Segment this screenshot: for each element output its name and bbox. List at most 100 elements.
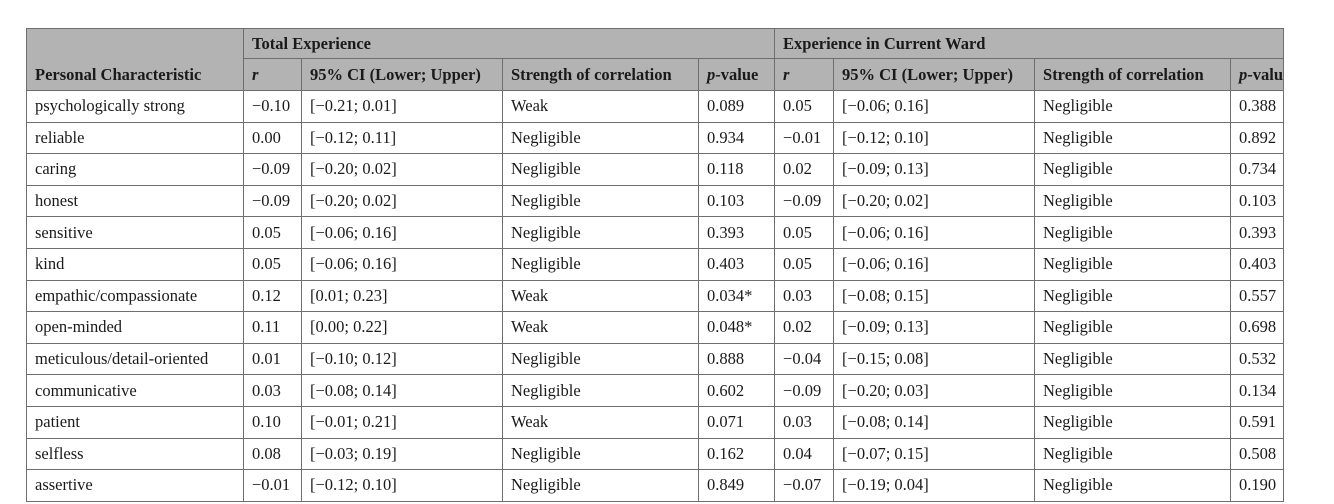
cell-total-r: 0.00 (243, 121, 302, 155)
cell-current-ci: [−0.15; 0.08] (833, 342, 1036, 376)
cell-current-ci: [−0.19; 0.04] (833, 469, 1036, 502)
cell-current-r: 0.02 (774, 311, 835, 344)
table-row: open-minded 0.11 [0.00; 0.22] Weak 0.048* 0.0… (26, 311, 1285, 344)
cell-current-strength: Negligible (1034, 153, 1232, 186)
cell-current-p-value: 0.734 (1230, 153, 1285, 186)
cell-current-ci: [−0.06; 0.16] (833, 216, 1036, 249)
cell-total-ci: [−0.12; 0.10] (301, 469, 503, 502)
col-header-current-r: r (774, 58, 835, 91)
cell-current-strength: Negligible (1034, 90, 1232, 123)
cell-total-strength: Negligible (502, 121, 699, 155)
cell-total-strength: Negligible (502, 374, 699, 407)
cell-total-ci: [−0.08; 0.14] (301, 374, 503, 407)
cell-total-strength: Negligible (502, 342, 699, 376)
cell-total-p-value: 0.071 (697, 405, 776, 439)
cell-total-p-value: 0.048* (697, 311, 776, 344)
col-header-total-ci: 95% CI (Lower; Upper) (301, 58, 503, 91)
table-row: reliable 0.00 [−0.12; 0.11] Negligible 0.934… (26, 121, 1285, 155)
col-header-total-strength: Strength of correlation (502, 58, 699, 91)
table-row: kind 0.05 [−0.06; 0.16] Negligible 0.403 0.05… (26, 247, 1285, 281)
table-row: meticulous/detail-oriented 0.01 [−0.10; 0.… (26, 342, 1285, 376)
cell-current-r: −0.07 (774, 469, 835, 502)
cell-current-strength: Negligible (1034, 469, 1232, 502)
cell-total-ci: [−0.21; 0.01] (301, 90, 503, 123)
table-row: empathic/compassionate 0.12 [0.01; 0.23] We… (26, 279, 1285, 313)
cell-total-p-value: 0.089 (697, 90, 776, 123)
cell-current-p-value: 0.557 (1230, 279, 1285, 313)
cell-total-p-value: 0.118 (697, 153, 776, 186)
col-header-current-strength: Strength of correlation (1034, 58, 1232, 91)
cell-total-r: −0.09 (243, 153, 302, 186)
p-symbol: p (707, 64, 716, 84)
cell-current-p-value: 0.698 (1230, 311, 1285, 344)
cell-current-p-value: 0.388 (1230, 90, 1285, 123)
col-header-current-ci: 95% CI (Lower; Upper) (833, 58, 1036, 91)
cell-total-r: 0.05 (243, 216, 302, 249)
cell-trait: empathic/compassionate (26, 279, 244, 313)
cell-current-r: 0.05 (774, 90, 835, 123)
r-symbol: r (252, 64, 259, 84)
cell-total-r: 0.03 (243, 374, 302, 407)
cell-current-p-value: 0.190 (1230, 469, 1285, 502)
table-header: Personal Characteristic Total Experience… (26, 28, 1285, 91)
cell-current-ci: [−0.07; 0.15] (833, 437, 1036, 471)
group-header-row: Personal Characteristic Total Experience… (26, 28, 1285, 91)
cell-total-r: −0.01 (243, 469, 302, 502)
cell-trait: selfless (26, 437, 244, 471)
cell-total-strength: Weak (502, 279, 699, 313)
cell-total-r: 0.05 (243, 247, 302, 281)
col-header-total-r: r (243, 58, 302, 91)
correlation-table: Personal Characteristic Total Experience… (26, 28, 1285, 502)
p-value-suffix: -value (1247, 64, 1284, 84)
cell-current-strength: Negligible (1034, 311, 1232, 344)
table-row: caring −0.09 [−0.20; 0.02] Negligible 0.118 0… (26, 153, 1285, 186)
cell-current-r: −0.04 (774, 342, 835, 376)
cell-current-ci: [−0.08; 0.14] (833, 405, 1036, 439)
p-symbol: p (1239, 64, 1248, 84)
table-row: assertive −0.01 [−0.12; 0.10] Negligible 0.8… (26, 469, 1285, 502)
cell-total-strength: Weak (502, 405, 699, 439)
cell-total-p-value: 0.162 (697, 437, 776, 471)
group-header-current-ward: Experience in Current Ward (774, 28, 1285, 59)
cell-total-p-value: 0.849 (697, 469, 776, 502)
table-row: patient 0.10 [−0.01; 0.21] Weak 0.071 0.03 [−0… (26, 405, 1285, 439)
cell-trait: reliable (26, 121, 244, 155)
cell-current-ci: [−0.06; 0.16] (833, 90, 1036, 123)
cell-total-p-value: 0.103 (697, 184, 776, 218)
cell-total-strength: Negligible (502, 153, 699, 186)
cell-total-ci: [−0.06; 0.16] (301, 247, 503, 281)
cell-trait: open-minded (26, 311, 244, 344)
cell-total-p-value: 0.393 (697, 216, 776, 249)
cell-current-r: −0.01 (774, 121, 835, 155)
cell-current-strength: Negligible (1034, 247, 1232, 281)
cell-current-ci: [−0.20; 0.03] (833, 374, 1036, 407)
cell-current-strength: Negligible (1034, 279, 1232, 313)
cell-trait: assertive (26, 469, 244, 502)
group-header-total-experience: Total Experience (242, 28, 776, 59)
cell-total-r: −0.09 (243, 184, 302, 218)
cell-total-r: 0.08 (243, 437, 302, 471)
cell-total-strength: Weak (502, 311, 699, 344)
cell-current-strength: Negligible (1034, 121, 1232, 155)
cell-total-ci: [−0.20; 0.02] (301, 184, 503, 218)
cell-trait: communicative (26, 374, 244, 407)
cell-current-p-value: 0.403 (1230, 247, 1285, 281)
cell-total-strength: Weak (502, 90, 699, 123)
cell-trait: kind (26, 247, 244, 281)
cell-total-strength: Negligible (502, 216, 699, 249)
cell-trait: caring (26, 153, 244, 186)
cell-total-strength: Negligible (502, 469, 699, 502)
cell-current-strength: Negligible (1034, 184, 1232, 218)
cell-trait: honest (26, 184, 244, 218)
r-symbol: r (783, 64, 790, 84)
cell-current-p-value: 0.103 (1230, 184, 1285, 218)
column-header-row: r 95% CI (Lower; Upper) Strength of corr… (27, 58, 1285, 91)
cell-current-ci: [−0.09; 0.13] (833, 311, 1036, 344)
cell-current-ci: [−0.09; 0.13] (833, 153, 1036, 186)
cell-total-r: 0.12 (243, 279, 302, 313)
cell-current-ci: [−0.08; 0.15] (833, 279, 1036, 313)
cell-total-p-value: 0.034* (697, 279, 776, 313)
cell-current-strength: Negligible (1034, 342, 1232, 376)
table-row: psychologically strong −0.10 [−0.21; 0.01]… (26, 90, 1285, 123)
cell-total-ci: [−0.06; 0.16] (301, 216, 503, 249)
